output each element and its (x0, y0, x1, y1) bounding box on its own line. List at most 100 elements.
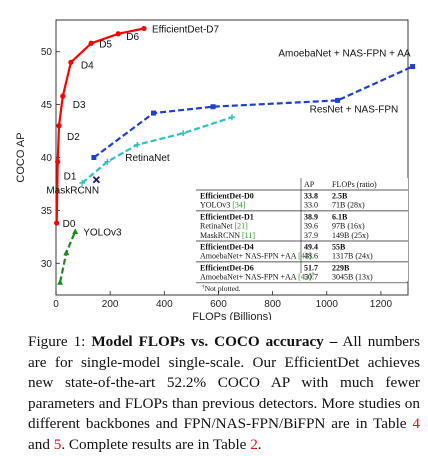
point-label-d6: D6 (126, 32, 139, 43)
x-tick-label: 600 (210, 299, 227, 310)
caption-text-1: All numbers are for single-model single-… (28, 333, 421, 433)
point-efficientdet (55, 159, 61, 165)
table-cell-ap: 33.8 (304, 192, 318, 201)
x-tick-label: 1200 (370, 299, 393, 310)
series-line-yolov3 (59, 231, 77, 283)
table-cell-flops: 1317B (24x) (332, 252, 373, 261)
point-retinanet (180, 130, 187, 137)
table-cell-ref: [42] (298, 273, 312, 282)
point-yolov3 (63, 249, 70, 256)
table-cell-flops: 55B (332, 243, 346, 252)
point-amoebanet (210, 104, 216, 110)
series-line-efficientdet (55, 27, 145, 224)
series-label-yolov3: YOLOv3 (83, 228, 122, 239)
table-cell-ap: 38.9 (304, 212, 318, 221)
series-label-maskrcnn: MaskRCNN (46, 186, 99, 197)
point-efficientdet (54, 220, 60, 226)
caption-ref-table-5[interactable]: 5 (53, 435, 62, 453)
table-cell-ap: 51.7 (304, 263, 318, 272)
point-label-d3: D3 (73, 100, 86, 111)
comparison-table: AP FLOPs (ratio) EfficientDet-D0 33.8 2.5B YO… (196, 178, 408, 293)
series-label-retinanet: RetinaNet (125, 153, 170, 164)
point-maskrcnn (92, 176, 100, 184)
y-tick-label: 40 (41, 153, 53, 164)
table-cell-model: AmoebaNet+ NAS-FPN +AA [42]† (200, 273, 314, 282)
point-efficientdet (141, 25, 147, 32)
point-label-d5: D5 (99, 39, 112, 50)
table-cell-ref: [34] (232, 201, 246, 210)
table-cell-ap: 37.9 (304, 231, 318, 240)
x-tick-label: 1000 (316, 299, 339, 310)
point-yolov3 (57, 279, 64, 285)
caption-prefix: Figure 1: (28, 333, 92, 350)
point-label-d1: D1 (64, 172, 77, 183)
table-cell-model: EfficientDet-D0 (200, 192, 254, 201)
point-label-d0: D0 (63, 219, 76, 230)
table-footnote: †Not plotted. (202, 284, 241, 293)
point-efficientdet (60, 93, 66, 99)
series-label-resnet-nas-fpn: ResNet + NAS-FPN (310, 104, 399, 115)
table-cell-flops: 97B (16x) (332, 222, 365, 231)
series-label-amoebanet: AmoebaNet + NAS-FPN + AA (278, 49, 411, 60)
table-cell-ref: [21] (234, 222, 248, 231)
point-efficientdet (68, 59, 74, 65)
y-tick-label: 30 (41, 259, 53, 270)
plot-labels: D0 D1 D2 D3 D4 D5 D6 EfficientDet-D7 AmoebaNet +… (46, 24, 411, 238)
table-cell-flops: 2.5B (332, 192, 348, 201)
table-cell-flops: 3045B (13x) (332, 273, 373, 282)
x-tick-label: 200 (102, 299, 119, 310)
table-cell-ap: 50.7 (304, 273, 318, 282)
point-efficientdet (56, 123, 62, 129)
y-tick-label: 45 (41, 100, 53, 111)
point-retinanet (79, 179, 86, 186)
x-axis-label: FLOPs (Billions) (192, 311, 271, 320)
point-amoebanet (91, 155, 97, 160)
table-cell-ref: [42] (298, 252, 312, 261)
series-label-efficientdet: EfficientDet-D7 (152, 24, 220, 35)
point-yolov3 (72, 228, 79, 235)
x-tick-label: 0 (53, 299, 59, 310)
table-footnote-dagger: † (202, 284, 205, 290)
table-cell-ap: 33.0 (304, 201, 318, 210)
table-header: AP (304, 180, 315, 189)
point-label-d4: D4 (81, 60, 94, 71)
y-axis-label: COCO AP (15, 132, 27, 182)
table-footnote-text: Not plotted. (205, 284, 241, 293)
table-cell-flops: 71B (28x) (332, 201, 365, 210)
caption-text-3: . Complete results are in Table (61, 435, 251, 453)
table-cell-ap: 48.6 (304, 252, 318, 261)
table-cell-model: EfficientDet-D6 (200, 263, 254, 272)
table-cell-model: RetinaNet [21] (200, 222, 248, 231)
series-line-amoebanet-nas-fpn-aa (93, 65, 414, 159)
caption-ref-table-2[interactable]: 2 (250, 435, 258, 453)
x-tick-label: 800 (264, 299, 281, 310)
table-cell-flops: 149B (25x) (332, 231, 369, 240)
caption-text-2: and (28, 435, 54, 453)
figure-caption: Figure 1: Model FLOPs vs. COCO accuracy … (28, 332, 420, 456)
table-cell-model: YOLOv3 [34] (200, 201, 246, 210)
caption-text-4: . (257, 435, 262, 453)
plot-series (54, 25, 416, 285)
caption-ref-table-4[interactable]: 4 (412, 415, 420, 433)
point-amoebanet (410, 64, 416, 70)
table-cell-model: MaskRCNN [11] (200, 231, 255, 240)
table-cell-model: AmoebaNet+ NAS-FPN +AA [42] (200, 252, 312, 261)
point-label-d2: D2 (67, 132, 80, 143)
point-amoebanet (335, 97, 341, 103)
table-background (196, 178, 408, 281)
table-cell-flops: 229B (332, 263, 350, 272)
point-efficientdet (88, 40, 94, 46)
point-efficientdet (115, 31, 121, 37)
flops-vs-ap-figure: 0 200 400 600 800 1000 1200 30 35 40 45 50 FLOPs (Bi… (15, 19, 416, 320)
y-tick-label: 35 (41, 206, 53, 217)
point-retinanet (104, 158, 111, 165)
table-cell-ap: 39.6 (304, 222, 318, 231)
point-amoebanet (150, 110, 156, 116)
caption-title: Model FLOPs vs. COCO accuracy – (91, 333, 338, 350)
y-tick-label: 50 (41, 47, 53, 58)
table-cell-model: EfficientDet-D1 (200, 212, 254, 221)
table-cell-ap: 49.4 (304, 243, 318, 252)
x-tick-label: 400 (156, 299, 173, 310)
table-cell-flops: 6.1B (332, 212, 348, 221)
table-cell-model: EfficientDet-D4 (200, 243, 254, 252)
